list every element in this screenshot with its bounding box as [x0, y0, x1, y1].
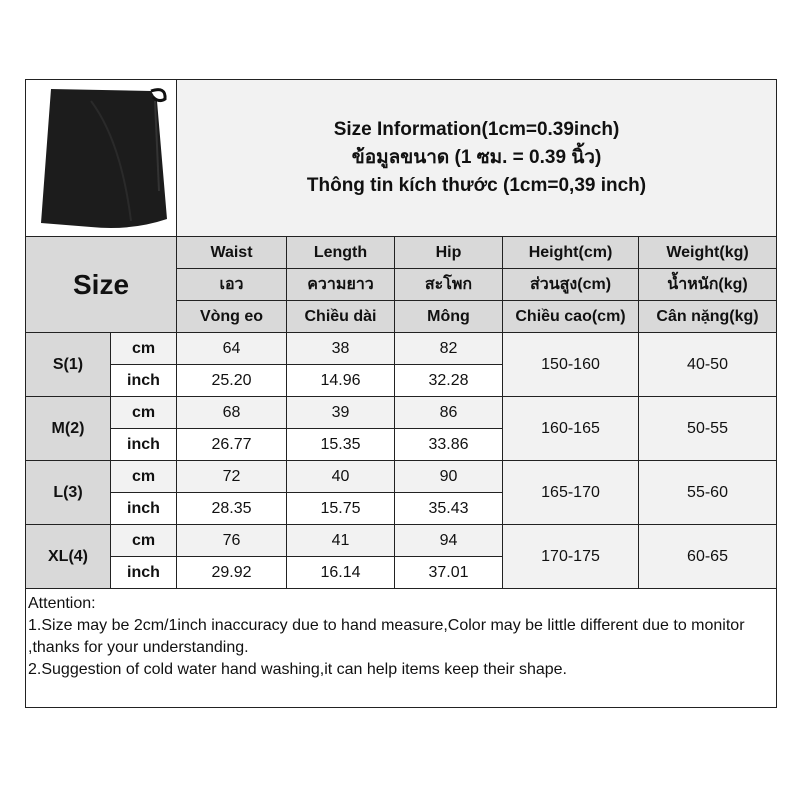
inch-value: 26.77: [176, 428, 287, 461]
col-header-th: ส่วนสูง(cm): [502, 268, 639, 301]
unit-inch: inch: [110, 364, 177, 397]
attention-heading: Attention:: [28, 595, 96, 612]
cm-value: 72: [176, 460, 287, 493]
col-header-vi: Mông: [394, 300, 503, 333]
product-photo: [25, 79, 177, 237]
unit-cm: cm: [110, 524, 177, 557]
table-row: M(2) cm 68 39 86 160-165 50-55: [25, 396, 778, 461]
cm-value: 82: [394, 332, 503, 365]
table-row: L(3) cm 72 40 90 165-170 55-60: [25, 460, 778, 525]
attention-line-2: 2.Suggestion of cold water hand washing,…: [28, 661, 567, 678]
col-header-en: Weight(kg): [637, 236, 778, 269]
inch-value: 15.75: [286, 492, 395, 525]
unit-inch: inch: [110, 556, 177, 589]
col-header-th: สะโพก: [394, 268, 503, 301]
table-row: inch 26.77 15.35 33.86: [26, 428, 777, 461]
inch-value: 33.86: [394, 428, 503, 461]
cm-value: 64: [176, 332, 287, 365]
unit-inch: inch: [110, 492, 177, 525]
height-range: 160-165: [502, 396, 639, 461]
cm-value: 41: [286, 524, 395, 557]
col-header-vi: Vòng eo: [176, 300, 287, 333]
cm-value: 94: [394, 524, 503, 557]
size-header: Size: [25, 236, 177, 333]
weight-range: 55-60: [637, 460, 778, 525]
height-range: 165-170: [502, 460, 639, 525]
cm-value: 40: [286, 460, 395, 493]
weight-range: 40-50: [637, 332, 778, 397]
skirt-image: [41, 87, 167, 228]
inch-value: 35.43: [394, 492, 503, 525]
inch-value: 29.92: [176, 556, 287, 589]
height-range: 150-160: [502, 332, 639, 397]
title-vi: Thông tin kích thước (1cm=0,39 inch): [306, 175, 647, 196]
size-info-title: Size Information(1cm=0.39inch) ข้อมูลขนา…: [175, 79, 778, 237]
inch-value: 32.28: [394, 364, 503, 397]
inch-value: 37.01: [394, 556, 503, 589]
unit-cm: cm: [110, 460, 177, 493]
cm-value: 86: [394, 396, 503, 429]
col-header-vi: Chiều dài: [286, 300, 395, 333]
cm-value: 39: [286, 396, 395, 429]
table-row: XL(4) cm 76 41 94 170-175 60-65: [25, 524, 778, 589]
unit-inch: inch: [110, 428, 177, 461]
height-range: 170-175: [502, 524, 639, 589]
inch-value: 25.20: [176, 364, 287, 397]
unit-cm: cm: [110, 332, 177, 365]
size-chart-table: Size Information(1cm=0.39inch) ข้อมูลขนา…: [24, 79, 778, 708]
title-en: Size Information(1cm=0.39inch): [333, 119, 620, 140]
table-row: inch 25.20 14.96 32.28: [26, 364, 777, 397]
table-row: inch 29.92 16.14 37.01: [26, 556, 777, 589]
col-header-en: Waist: [176, 236, 287, 269]
col-header-en: Height(cm): [502, 236, 639, 269]
col-header-th: เอว: [176, 268, 287, 301]
cm-value: 38: [286, 332, 395, 365]
table-row: inch 28.35 15.75 35.43: [26, 492, 777, 525]
unit-cm: cm: [110, 396, 177, 429]
weight-range: 60-65: [637, 524, 778, 589]
size-label: XL(4): [25, 524, 111, 589]
col-header-th: ความยาว: [286, 268, 395, 301]
size-label: L(3): [25, 460, 111, 525]
cm-value: 68: [176, 396, 287, 429]
cm-value: 90: [394, 460, 503, 493]
col-header-vi: Chiều cao(cm): [502, 300, 639, 333]
attention-note: Attention: 1.Size may be 2cm/1inch inacc…: [24, 588, 778, 708]
weight-range: 50-55: [637, 396, 778, 461]
table-row: S(1) cm 64 38 82 150-160 40-50: [25, 332, 778, 397]
size-label: M(2): [25, 396, 111, 461]
size-label: S(1): [25, 332, 111, 397]
cm-value: 76: [176, 524, 287, 557]
inch-value: 14.96: [286, 364, 395, 397]
inch-value: 16.14: [286, 556, 395, 589]
col-header-th: น้ำหนัก(kg): [637, 268, 778, 301]
inch-value: 28.35: [176, 492, 287, 525]
col-header-vi: Cân nặng(kg): [637, 300, 778, 333]
col-header-en: Hip: [394, 236, 503, 269]
title-th: ข้อมูลขนาด (1 ซม. = 0.39 นิ้ว): [351, 147, 602, 168]
col-header-en: Length: [286, 236, 395, 269]
attention-line-1: 1.Size may be 2cm/1inch inaccuracy due t…: [28, 617, 745, 656]
inch-value: 15.35: [286, 428, 395, 461]
